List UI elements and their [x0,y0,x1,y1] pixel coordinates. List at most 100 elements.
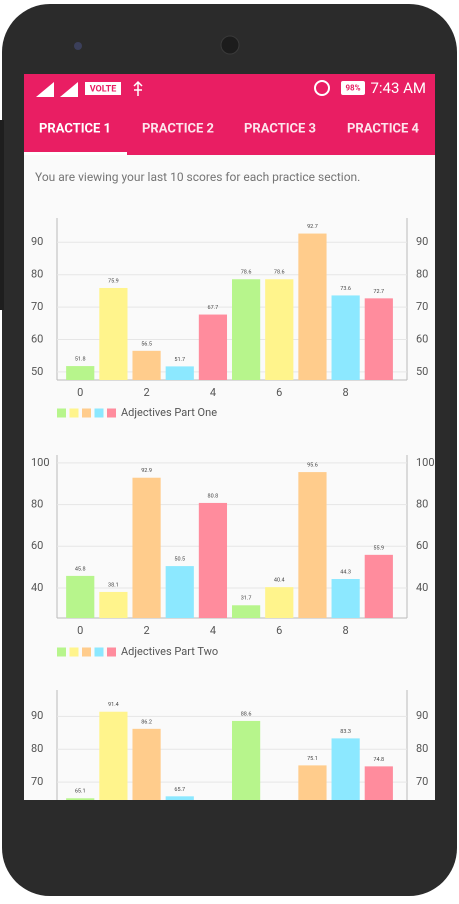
y-tick-label: 60 [416,539,428,552]
data-label: 78.6 [274,270,285,276]
x-tick-label: 0 [77,386,83,399]
y-tick-label: 70 [416,300,428,313]
bar [165,366,194,380]
bar [99,591,128,618]
bar [66,366,95,380]
bar [364,298,393,380]
y-tick-label: 90 [31,709,43,722]
intro-text: You are viewing your last 10 scores for … [35,170,360,184]
x-tick-label: 8 [343,386,349,399]
bar [364,554,393,618]
camera [74,42,82,50]
bar [66,798,95,800]
tab[interactable]: PRACTICE 3 [244,121,316,136]
y-tick-label: 60 [31,539,43,552]
bar [99,711,128,800]
y-tick-label: 70 [31,775,43,788]
data-label: 78.6 [241,270,252,276]
battery-icon [341,81,365,95]
y-tick-label: 80 [416,742,428,755]
data-label: 38.1 [108,582,119,588]
screen [24,74,435,800]
y-tick-label: 50 [31,365,43,378]
bar [198,502,228,618]
data-label: 67.7 [208,305,219,311]
data-label: 55.9 [373,545,384,551]
bar [265,587,294,618]
bar [331,579,360,618]
data-label: 50.5 [174,557,185,563]
legend-swatch [57,647,66,657]
y-tick-label: 80 [416,498,428,511]
y-tick-label: 50 [416,365,428,378]
data-label: 75.9 [108,278,119,284]
bar [298,472,327,618]
data-label: 73.6 [340,286,351,292]
data-label: 31.7 [241,596,252,602]
bar [198,314,228,380]
legend-swatch [82,408,91,418]
data-label: 44.3 [340,569,351,575]
y-tick-label: 40 [31,581,43,594]
data-label: 86.2 [141,719,152,725]
tab[interactable]: PRACTICE 1 [39,121,111,136]
legend-label: Adjectives Part Two [121,645,218,658]
bar [331,295,360,380]
data-label: 45.8 [75,566,86,572]
bar [99,287,128,380]
legend-swatch [94,408,104,418]
usb-icon [133,80,143,96]
legend-swatch [57,408,66,418]
battery-label: 98% [345,84,360,93]
signal-icon [60,82,78,97]
legend-label: Adjectives Part One [121,406,217,419]
x-tick-label: 2 [143,624,149,637]
bar [331,738,360,800]
alarm-icon [314,80,330,96]
bar [364,766,393,800]
bar [298,765,327,800]
x-tick-label: 0 [77,624,83,637]
side-button [0,120,4,310]
data-label: 65.1 [75,789,86,795]
y-tick-label: 100 [31,456,50,469]
network-label: VOLTE [90,84,117,94]
volte-badge [85,82,121,95]
y-tick-label: 80 [31,498,43,511]
bar [265,279,294,380]
bar [132,728,161,800]
tab-bar [24,102,435,155]
y-tick-label: 60 [31,332,43,345]
x-tick-label: 4 [210,386,216,399]
speaker [220,35,240,55]
data-label: 65.7 [174,787,185,793]
tab[interactable]: PRACTICE 2 [142,121,214,136]
data-label: 92.7 [307,224,318,230]
tab[interactable]: PRACTICE 4 [347,121,420,136]
data-label: 91.4 [108,702,119,708]
y-tick-label: 80 [416,268,428,281]
legend-swatch [107,408,116,418]
data-label: 80.8 [208,493,219,499]
x-tick-label: 8 [343,624,349,637]
data-label: 56.5 [141,341,152,347]
bar [165,566,194,618]
data-label: 40.4 [274,578,285,584]
data-label: 88.6 [241,711,252,717]
legend-swatch [69,647,79,657]
tab-indicator [24,152,127,155]
x-tick-label: 2 [143,386,149,399]
bar [232,605,261,618]
signal-icon [36,82,54,97]
legend-swatch [107,647,116,657]
data-label: 74.8 [373,757,384,763]
legend-swatch [69,408,79,418]
bar [132,477,161,618]
x-tick-label: 6 [276,386,282,399]
y-tick-label: 60 [416,332,428,345]
bar [232,279,261,380]
data-label: 95.6 [307,463,318,469]
clock: 7:43 AM [370,79,426,97]
data-label: 51.8 [75,357,86,363]
y-tick-label: 90 [416,709,428,722]
